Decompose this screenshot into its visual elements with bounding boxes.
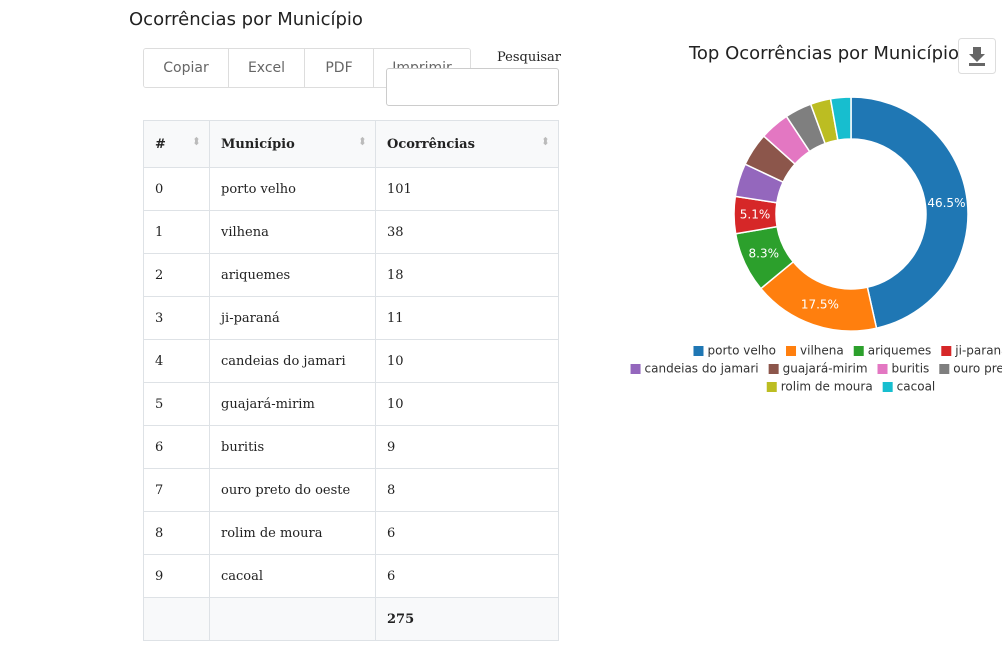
table-cell: 9 <box>375 425 559 469</box>
table-cell: 18 <box>375 253 559 297</box>
legend-swatch <box>882 382 893 392</box>
legend-swatch <box>766 382 777 392</box>
legend-swatch <box>768 364 779 374</box>
table-cell: buritis <box>209 425 376 469</box>
column-header[interactable]: Município <box>209 120 376 168</box>
footer-cell <box>143 597 210 641</box>
table-cell: rolim de moura <box>209 511 376 555</box>
table-row: 4 candeias do jamari 10 <box>143 339 559 383</box>
table-row: 0 porto velho 101 <box>143 167 559 211</box>
table-cell: 7 <box>143 468 210 512</box>
table-cell: 6 <box>375 511 559 555</box>
table-cell: 0 <box>143 167 210 211</box>
table-cell: vilhena <box>209 210 376 254</box>
table-cell: 38 <box>375 210 559 254</box>
legend-label: buritis <box>892 362 930 376</box>
table-row: 9 cacoal 6 <box>143 554 559 598</box>
search-label: Pesquisar <box>497 50 562 65</box>
table-cell: 6 <box>143 425 210 469</box>
chart-title: Top Ocorrências por Município <box>688 43 959 64</box>
table-cell: 9 <box>143 554 210 598</box>
table-cell: 4 <box>143 339 210 383</box>
legend-label: candeias do jamari <box>645 362 759 376</box>
legend-label: guajará-mirim <box>783 362 868 376</box>
table-cell: 3 <box>143 296 210 340</box>
table-cell: candeias do jamari <box>209 339 376 383</box>
chart: Top Ocorrências por Município 46.5% 17.5%… <box>630 38 1002 394</box>
table-cell: porto velho <box>209 167 376 211</box>
legend-swatch <box>693 346 704 356</box>
table-cell: 8 <box>143 511 210 555</box>
column-header[interactable]: Ocorrências <box>375 120 559 168</box>
table-cell: cacoal <box>209 554 376 598</box>
table-cell: 10 <box>375 339 559 383</box>
table-cell: 11 <box>375 296 559 340</box>
legend-swatch <box>853 346 864 356</box>
legend-label: rolim de moura <box>781 380 873 394</box>
legend-label: porto velho <box>707 344 776 358</box>
table-row: 1 vilhena 38 <box>143 210 559 254</box>
donut-slice <box>829 96 852 142</box>
table-row: 2 ariquemes 18 <box>143 253 559 297</box>
legend-swatch <box>877 364 888 374</box>
table-cell: 5 <box>143 382 210 426</box>
table-cell: ji-paraná <box>209 296 376 340</box>
data-label: 8.3% <box>749 247 780 261</box>
legend-label: ouro preto do oeste <box>953 362 1002 376</box>
copy-button[interactable]: Copiar <box>144 49 229 87</box>
column-header[interactable]: # <box>143 120 210 168</box>
table-row: 8 rolim de moura 6 <box>143 511 559 555</box>
footer-cell <box>209 597 376 641</box>
table-cell: 10 <box>375 382 559 426</box>
excel-button[interactable]: Excel <box>229 49 305 87</box>
page-title: Ocorrências por Município <box>129 9 363 30</box>
footer-total: 275 <box>375 597 559 641</box>
data-label: 46.5% <box>927 196 965 210</box>
table-cell: ariquemes <box>209 253 376 297</box>
table-cell: 6 <box>375 554 559 598</box>
legend-label: ariquemes <box>868 344 932 358</box>
data-label: 5.1% <box>740 207 771 221</box>
table-cell: 8 <box>375 468 559 512</box>
table-cell: ouro preto do oeste <box>209 468 376 512</box>
table-row: 6 buritis 9 <box>143 425 559 469</box>
legend-swatch <box>941 346 952 356</box>
table-cell: 101 <box>375 167 559 211</box>
legend-swatch <box>630 364 641 374</box>
legend-swatch <box>939 364 950 374</box>
download-button[interactable] <box>958 38 996 74</box>
donut-slice <box>850 96 969 330</box>
table-row: 7 ouro preto do oeste 8 <box>143 468 559 512</box>
table-cell: 1 <box>143 210 210 254</box>
legend-label: ji-paraná <box>954 344 1002 358</box>
search-input[interactable] <box>386 68 559 106</box>
table-cell: 2 <box>143 253 210 297</box>
table-cell: guajará-mirim <box>209 382 376 426</box>
legend-label: cacoal <box>897 380 936 394</box>
legend-swatch <box>786 346 797 356</box>
legend-label: vilhena <box>800 344 844 358</box>
data-label: 17.5% <box>801 297 839 311</box>
table-row: 3 ji-paraná 11 <box>143 296 559 340</box>
table-row: 5 guajará-mirim 10 <box>143 382 559 426</box>
pdf-button[interactable]: PDF <box>305 49 374 87</box>
